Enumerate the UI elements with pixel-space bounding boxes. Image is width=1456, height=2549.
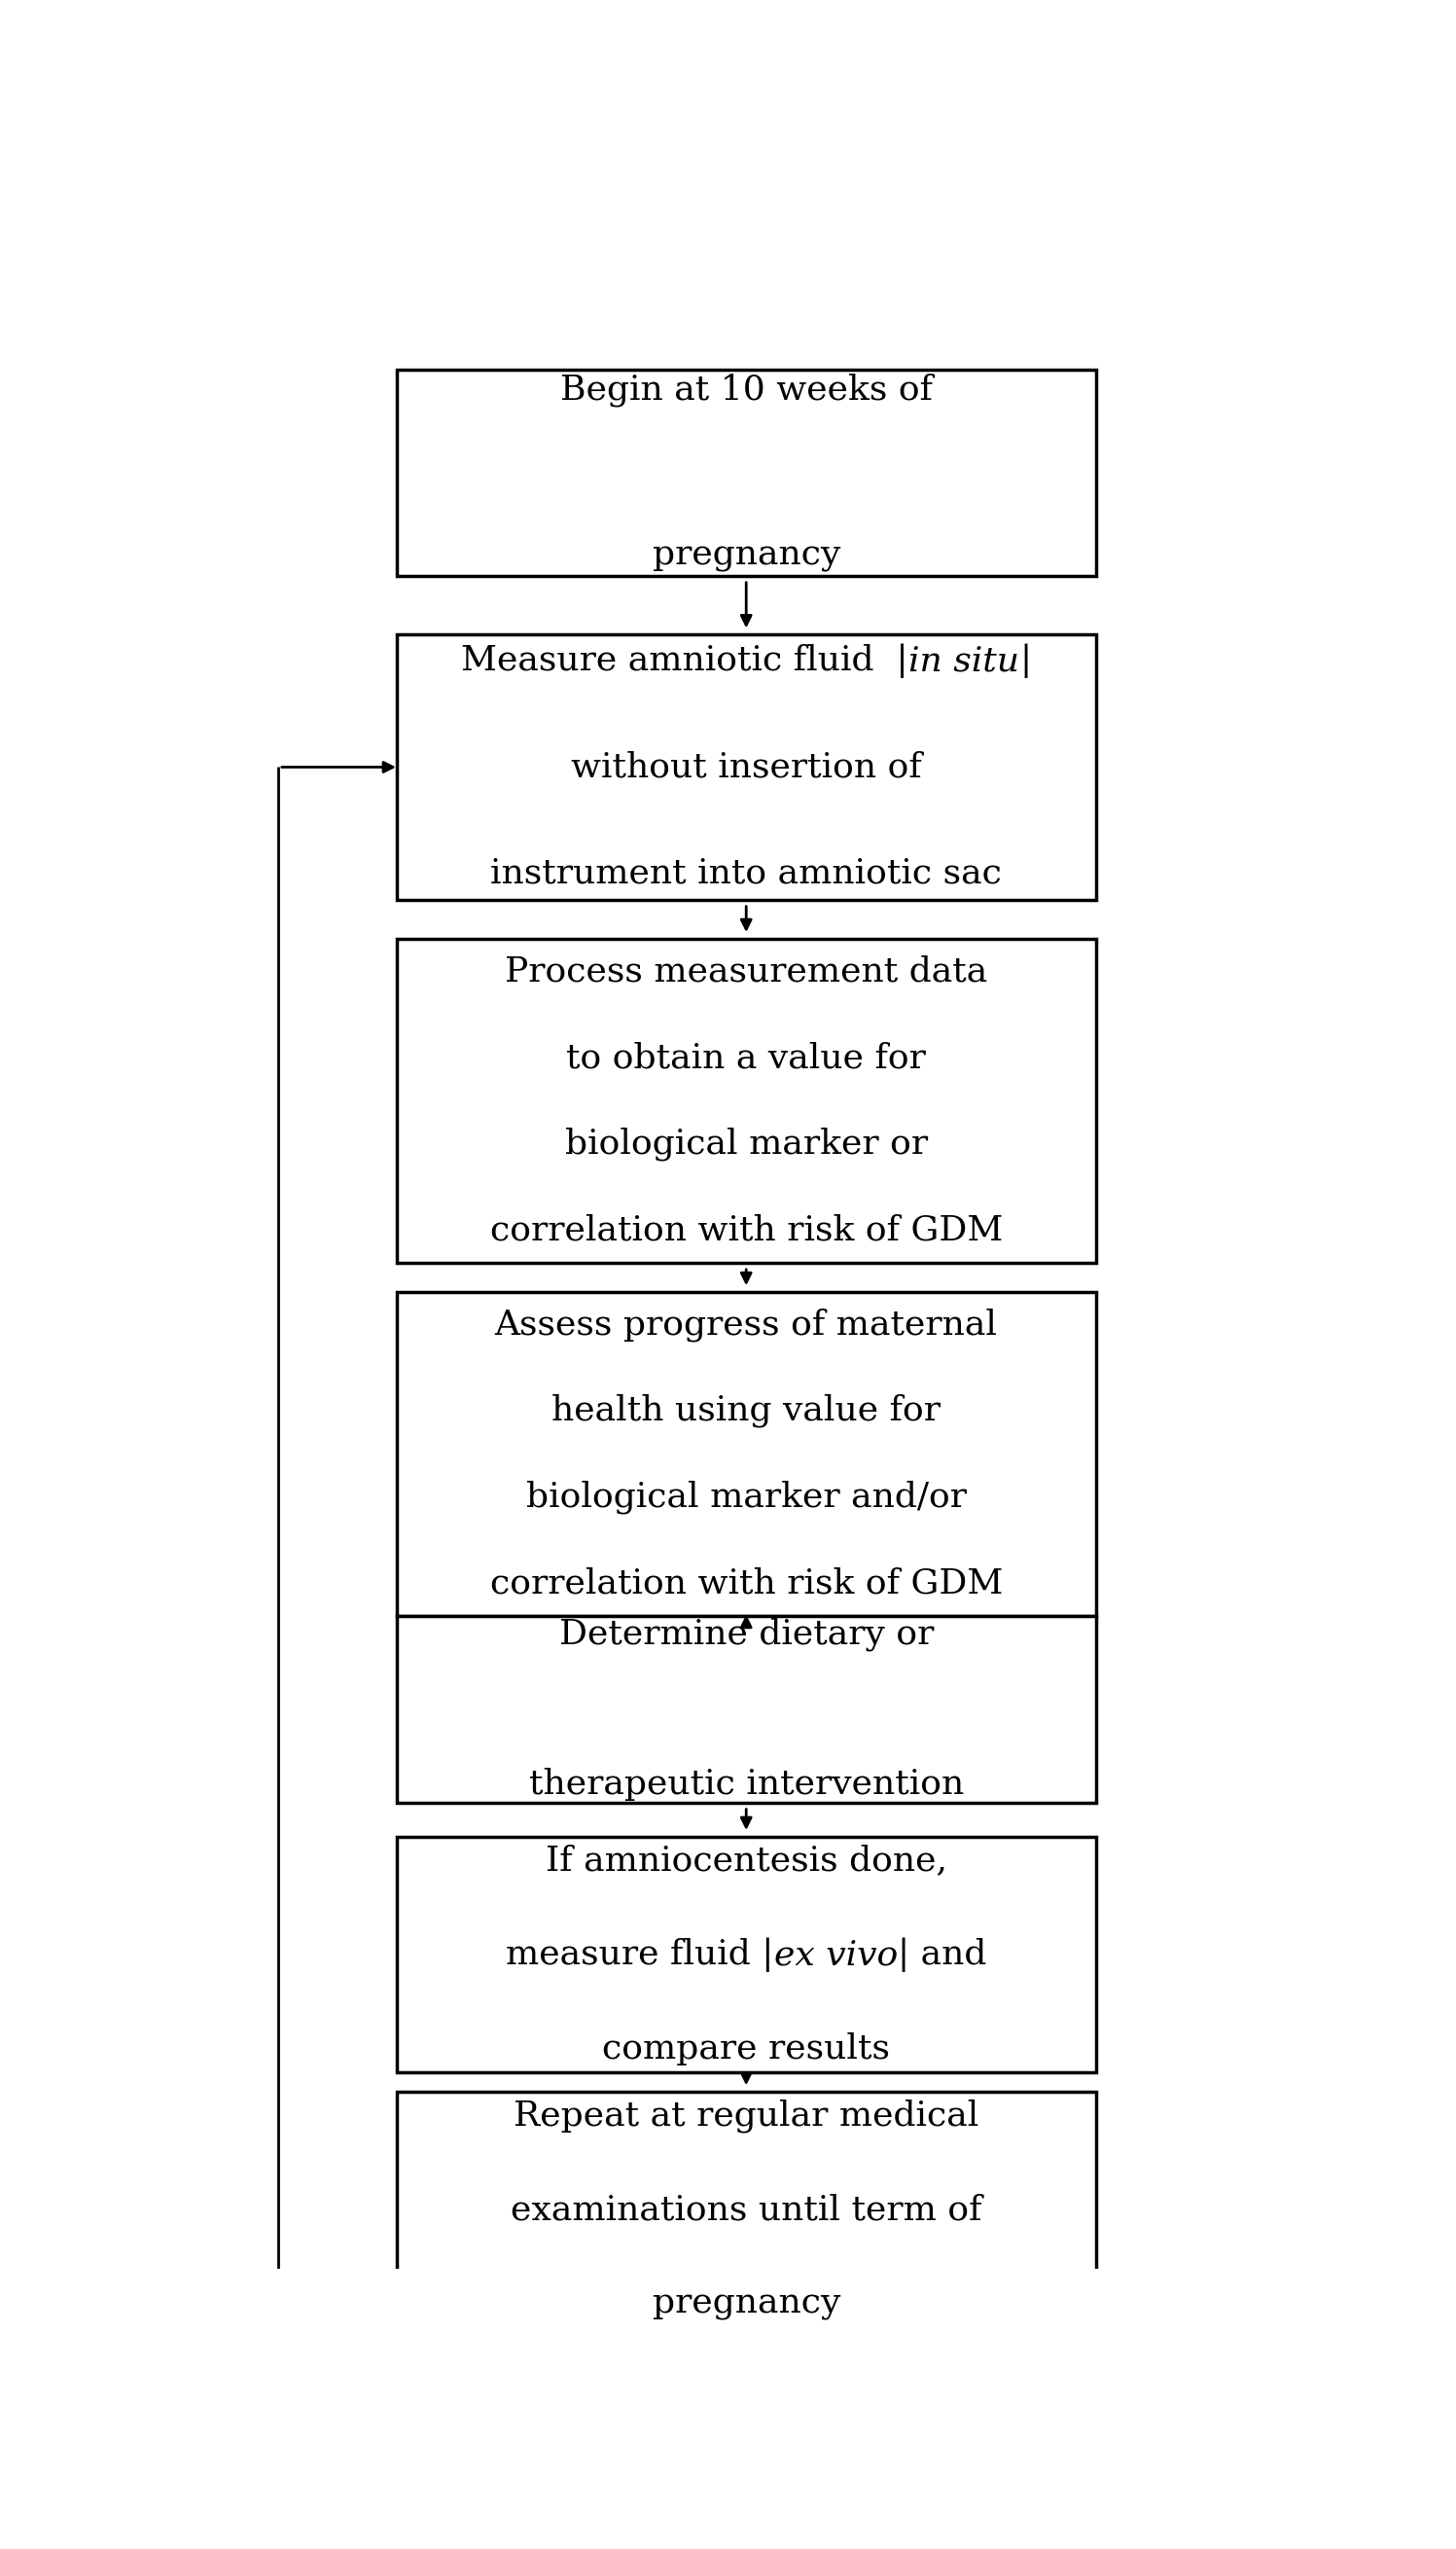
Text: health using value for: health using value for <box>552 1394 941 1427</box>
Text: Assess progress of maternal: Assess progress of maternal <box>495 1308 997 1341</box>
Text: Determine dietary or: Determine dietary or <box>559 1619 933 1652</box>
Bar <box>396 2093 1096 2327</box>
Text: Begin at 10 weeks of: Begin at 10 weeks of <box>561 375 932 408</box>
Text: correlation with risk of GDM: correlation with risk of GDM <box>489 1568 1003 1601</box>
Text: Process measurement data: Process measurement data <box>505 956 987 989</box>
Text: pregnancy: pregnancy <box>652 2286 840 2320</box>
Text: ex vivo: ex vivo <box>773 1937 897 1970</box>
Text: without insertion of: without insertion of <box>571 749 922 783</box>
Bar <box>396 1838 1096 2072</box>
Bar <box>396 1292 1096 1616</box>
Text: |: | <box>1019 645 1031 678</box>
Bar <box>396 635 1096 900</box>
Bar <box>396 1616 1096 1802</box>
Text: Repeat at regular medical: Repeat at regular medical <box>514 2098 978 2134</box>
Text: pregnancy: pregnancy <box>652 538 840 571</box>
Bar <box>396 938 1096 1262</box>
Text: | and: | and <box>897 1937 986 1973</box>
Text: compare results: compare results <box>603 2032 890 2065</box>
Text: examinations until term of: examinations until term of <box>511 2192 981 2225</box>
Text: biological marker or: biological marker or <box>565 1127 927 1160</box>
Bar <box>396 370 1096 576</box>
Text: therapeutic intervention: therapeutic intervention <box>529 1766 964 1800</box>
Text: If amniocentesis done,: If amniocentesis done, <box>546 1843 946 1876</box>
Text: in situ: in situ <box>909 645 1019 678</box>
Text: to obtain a value for: to obtain a value for <box>566 1040 926 1073</box>
Text: instrument into amniotic sac: instrument into amniotic sac <box>491 856 1002 890</box>
Text: biological marker and/or: biological marker and/or <box>526 1481 967 1514</box>
Text: Measure amniotic fluid  |: Measure amniotic fluid | <box>462 645 909 678</box>
Text: correlation with risk of GDM: correlation with risk of GDM <box>489 1213 1003 1246</box>
Text: measure fluid |: measure fluid | <box>507 1937 773 1973</box>
